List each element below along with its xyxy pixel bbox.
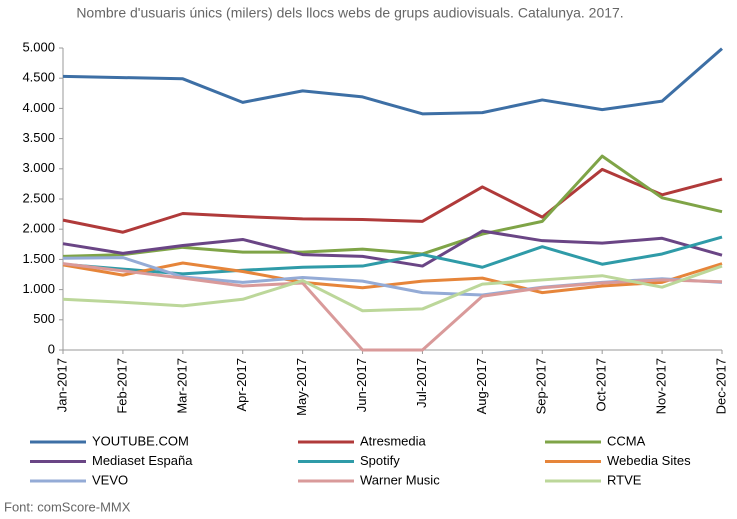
y-tick-label: 5.000 xyxy=(22,39,55,54)
y-tick-label: 1.500 xyxy=(22,251,55,266)
y-tick-label: 1.000 xyxy=(22,281,55,296)
legend-label: Webedia Sites xyxy=(607,453,691,468)
x-tick-label: Jan-2017 xyxy=(54,358,69,412)
y-tick-label: 4.500 xyxy=(22,70,55,85)
y-tick-label: 3.500 xyxy=(22,130,55,145)
chart-title: Nombre d'usuaris únics (milers) dels llo… xyxy=(76,5,623,21)
x-tick-label: Feb-2017 xyxy=(114,358,129,414)
source: Font: comScore-MMX xyxy=(4,499,131,514)
x-tick-label: Nov-2017 xyxy=(654,358,669,414)
legend-label: YOUTUBE.COM xyxy=(92,433,189,448)
legend-label: Mediaset España xyxy=(92,453,193,468)
x-tick-label: Jul-2017 xyxy=(414,358,429,408)
x-tick-label: Apr-2017 xyxy=(234,358,249,411)
y-tick-label: 3.000 xyxy=(22,160,55,175)
legend-label: VEVO xyxy=(92,472,128,487)
series-line xyxy=(62,264,723,313)
x-tick-label: Jun-2017 xyxy=(354,358,369,412)
series-line xyxy=(62,261,723,295)
series-line xyxy=(62,167,723,234)
y-tick-label: 500 xyxy=(33,311,55,326)
legend-label: Warner Music xyxy=(360,472,440,487)
x-tick-label: Dec-2017 xyxy=(713,358,728,414)
legend-label: Spotify xyxy=(360,453,400,468)
x-tick-label: Oct-2017 xyxy=(594,358,609,411)
y-tick-label: 4.000 xyxy=(22,100,55,115)
legend-label: Atresmedia xyxy=(360,433,427,448)
series-line xyxy=(62,262,723,352)
x-tick-label: Aug-2017 xyxy=(474,358,489,414)
series-line xyxy=(62,47,723,116)
x-tick-label: Mar-2017 xyxy=(174,358,189,414)
y-tick-label: 2.000 xyxy=(22,221,55,236)
x-tick-label: Sep-2017 xyxy=(534,358,549,414)
legend-label: CCMA xyxy=(607,433,646,448)
x-tick-label: May-2017 xyxy=(294,358,309,416)
y-tick-label: 2.500 xyxy=(22,190,55,205)
y-tick-label: 0 xyxy=(48,341,55,356)
legend-label: RTVE xyxy=(607,472,642,487)
series-line xyxy=(62,154,723,258)
